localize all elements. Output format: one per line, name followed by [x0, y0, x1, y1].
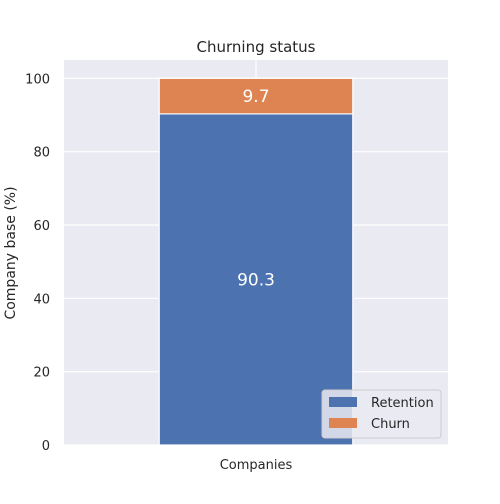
y-tick-label: 40: [33, 292, 50, 307]
y-tick-label: 80: [33, 146, 50, 161]
y-tick-label: 100: [25, 72, 50, 87]
data-label-retention: 90.3: [237, 270, 275, 290]
y-axis-label: Company base (%): [3, 186, 19, 319]
legend-label-retention: Retention: [371, 396, 434, 411]
x-axis-ticks: Companies: [220, 458, 293, 473]
legend-swatch-churn: [329, 418, 357, 428]
y-tick-label: 60: [33, 219, 50, 234]
legend: Retention Churn: [322, 390, 441, 438]
y-tick-label: 20: [33, 366, 50, 381]
y-axis-ticks: 0 20 40 60 80 100: [25, 72, 50, 454]
y-tick-label: 0: [42, 439, 50, 454]
legend-label-churn: Churn: [371, 417, 410, 432]
data-label-churn: 9.7: [242, 87, 269, 107]
legend-swatch-retention: [329, 397, 357, 407]
chart-title: Churning status: [197, 38, 316, 56]
x-tick-label: Companies: [220, 458, 293, 473]
